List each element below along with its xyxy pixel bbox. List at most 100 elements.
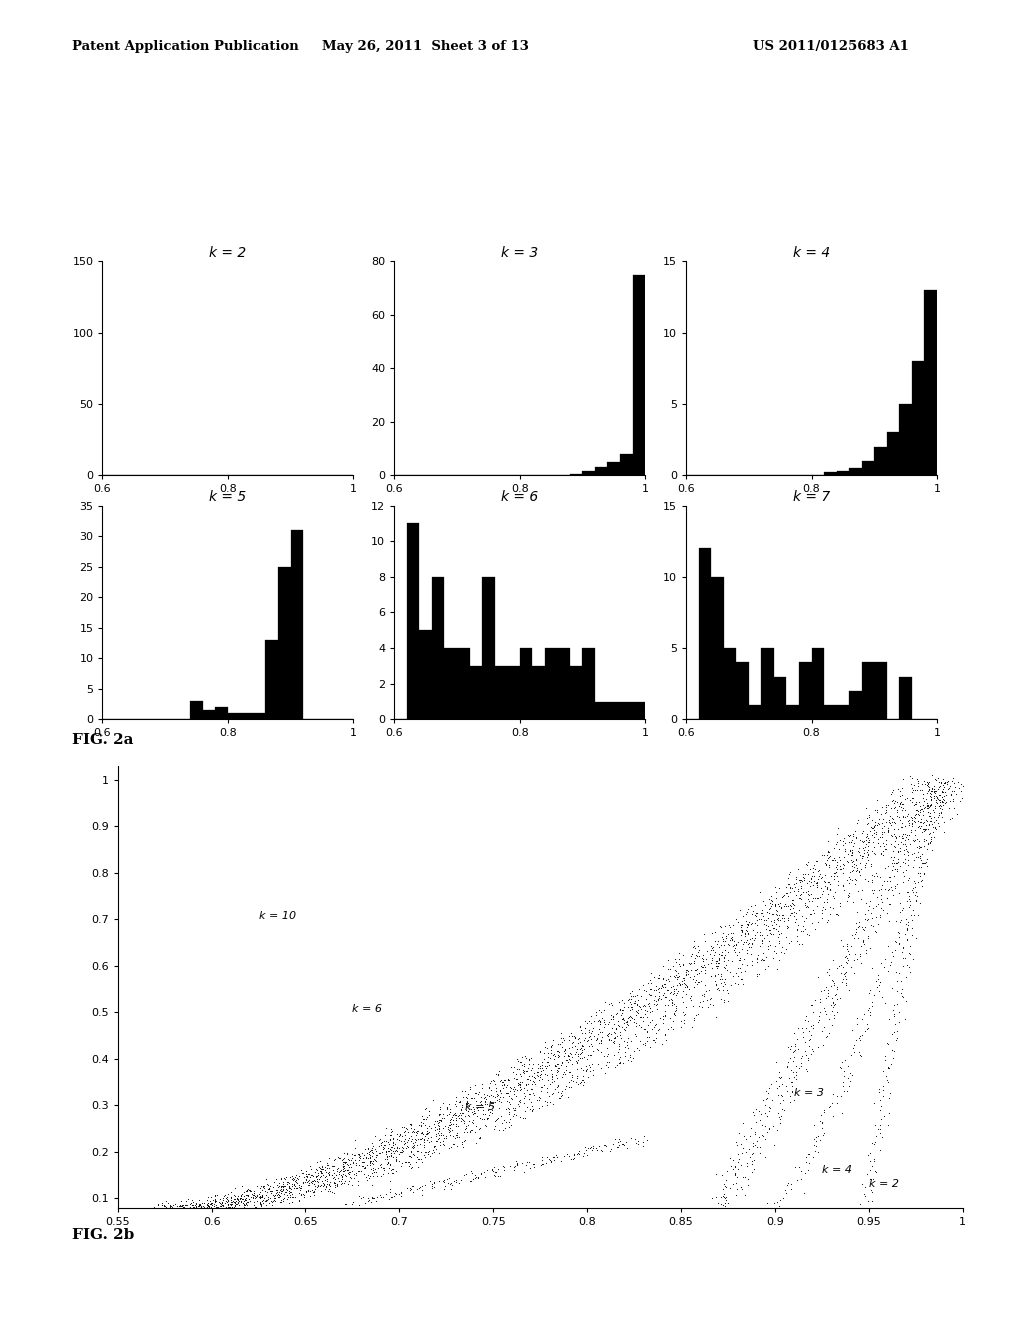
- Point: [869, 800, 886, 821]
- Point: [752, 1100, 768, 1121]
- Point: [758, 1089, 774, 1110]
- Point: [570, 1043, 587, 1064]
- Point: [311, 1175, 328, 1196]
- Point: [906, 842, 923, 863]
- Point: [705, 1214, 721, 1236]
- Point: [271, 1181, 288, 1203]
- Point: [447, 1105, 464, 1126]
- Point: [781, 1039, 798, 1060]
- Point: [243, 1191, 259, 1212]
- Point: [745, 920, 762, 941]
- Point: [493, 1106, 509, 1127]
- Point: [603, 1008, 620, 1030]
- Point: [325, 1168, 341, 1189]
- Point: [891, 933, 907, 954]
- Point: [900, 942, 916, 964]
- Point: [541, 1085, 557, 1106]
- Point: [558, 1076, 574, 1097]
- Point: [800, 863, 816, 884]
- Point: [465, 1168, 481, 1189]
- Point: [528, 1061, 545, 1082]
- Point: [677, 977, 693, 998]
- Point: [583, 1023, 599, 1044]
- Point: [611, 1048, 628, 1069]
- Point: [459, 1088, 475, 1109]
- Point: [618, 1011, 635, 1032]
- Point: [904, 813, 921, 834]
- Point: [844, 861, 860, 882]
- Point: [810, 1126, 826, 1147]
- Point: [821, 854, 838, 875]
- Point: [823, 866, 840, 887]
- Point: [477, 1089, 494, 1110]
- Point: [205, 1189, 221, 1210]
- Point: [861, 807, 878, 828]
- Point: [190, 1195, 207, 1216]
- Point: [475, 1097, 492, 1118]
- Point: [798, 882, 814, 903]
- Point: [229, 1189, 246, 1210]
- Point: [557, 1064, 573, 1085]
- Point: [573, 1072, 590, 1093]
- Point: [521, 1053, 538, 1074]
- Point: [249, 1184, 265, 1205]
- Point: [356, 1156, 373, 1177]
- Point: [691, 995, 708, 1016]
- Point: [561, 1061, 578, 1082]
- Point: [374, 1131, 390, 1152]
- Point: [926, 775, 942, 796]
- Point: [461, 1096, 477, 1117]
- Point: [703, 940, 720, 961]
- Point: [270, 1187, 287, 1208]
- Point: [886, 1040, 902, 1061]
- Point: [902, 944, 919, 965]
- Point: [238, 1189, 254, 1210]
- Bar: [749, 705, 762, 719]
- Point: [510, 1074, 526, 1096]
- Point: [911, 779, 928, 800]
- Point: [574, 1041, 591, 1063]
- Point: [897, 789, 913, 810]
- Point: [886, 846, 902, 867]
- Point: [695, 1233, 712, 1254]
- Point: [484, 1159, 501, 1180]
- Point: [923, 788, 939, 809]
- Point: [800, 1143, 816, 1164]
- Point: [624, 1031, 640, 1052]
- Point: [515, 1063, 531, 1084]
- Point: [781, 1085, 798, 1106]
- Point: [701, 944, 718, 965]
- Point: [623, 985, 639, 1006]
- Point: [859, 813, 876, 834]
- Point: [404, 1143, 421, 1164]
- Point: [594, 1140, 610, 1162]
- Point: [505, 1078, 521, 1100]
- Point: [835, 830, 851, 851]
- Point: [394, 1139, 411, 1160]
- Point: [930, 813, 946, 834]
- Point: [935, 768, 951, 789]
- Point: [204, 1195, 220, 1216]
- Point: [910, 904, 927, 925]
- Point: [445, 1171, 462, 1192]
- Point: [708, 956, 724, 977]
- Point: [232, 1184, 249, 1205]
- Point: [420, 1122, 436, 1143]
- Point: [413, 1115, 429, 1137]
- Point: [642, 1002, 658, 1023]
- Point: [926, 779, 942, 800]
- Point: [557, 1038, 573, 1059]
- Point: [249, 1191, 265, 1212]
- Point: [663, 958, 679, 979]
- Point: [886, 866, 902, 887]
- Point: [398, 1137, 415, 1158]
- Point: [683, 945, 699, 966]
- Point: [926, 779, 942, 800]
- Point: [850, 841, 866, 862]
- Point: [449, 1123, 465, 1144]
- Point: [366, 1162, 382, 1183]
- Point: [280, 1187, 296, 1208]
- Point: [868, 824, 885, 845]
- Point: [499, 1082, 515, 1104]
- Point: [607, 1018, 624, 1039]
